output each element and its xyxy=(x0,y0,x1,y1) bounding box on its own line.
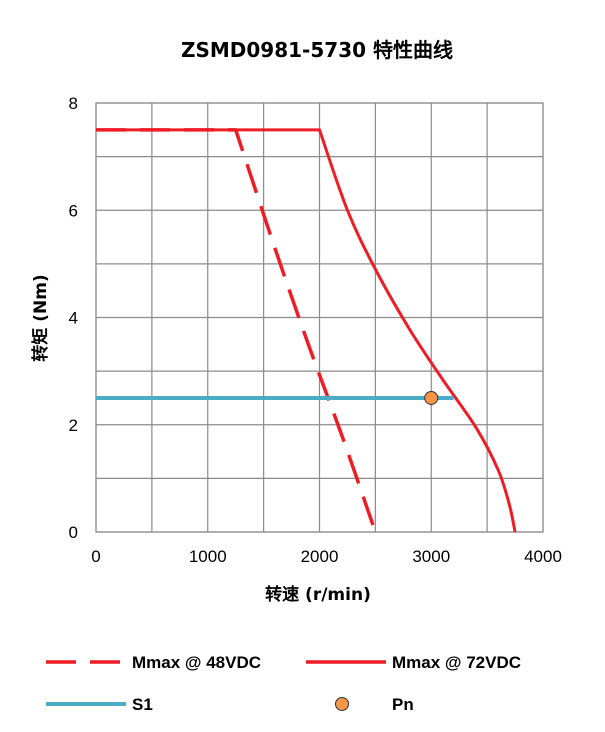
y-tick-label: 4 xyxy=(69,309,78,328)
legend-label-mmax-48vdc: Mmax @ 48VDC xyxy=(132,653,261,672)
plot-border xyxy=(95,102,544,533)
x-axis-label: 转速 (r/min) xyxy=(265,584,371,605)
legend-label-s1: S1 xyxy=(132,695,153,714)
x-tick-label: 1000 xyxy=(189,547,227,566)
legend-label-mmax-72vdc: Mmax @ 72VDC xyxy=(392,653,521,672)
x-tick-label: 0 xyxy=(91,547,100,566)
y-tick-label: 0 xyxy=(69,523,78,542)
legend: Mmax @ 48VDC Mmax @ 72VDC S1 Pn xyxy=(46,653,521,714)
series-line-mmax-48vdc xyxy=(96,128,378,533)
y-axis-label: 转矩 (Nm) xyxy=(30,274,51,361)
data-point-pn xyxy=(424,390,439,405)
legend-marker-pn xyxy=(335,697,349,711)
chart-title: ZSMD0981-5730 特性曲线 xyxy=(181,38,453,62)
y-tick-label: 6 xyxy=(69,201,78,220)
y-tick-label: 2 xyxy=(69,416,78,435)
y-tick-label: 8 xyxy=(69,94,78,113)
plot-area xyxy=(96,128,517,533)
x-tick-label: 3000 xyxy=(412,547,450,566)
x-tick-label: 2000 xyxy=(301,547,339,566)
grid xyxy=(95,102,544,533)
legend-label-pn: Pn xyxy=(392,695,414,714)
tick-labels: 0 1000 2000 3000 4000 0 2 4 6 8 xyxy=(69,94,562,566)
series-line-mmax-72vdc xyxy=(96,128,517,533)
x-tick-label: 4000 xyxy=(524,547,562,566)
